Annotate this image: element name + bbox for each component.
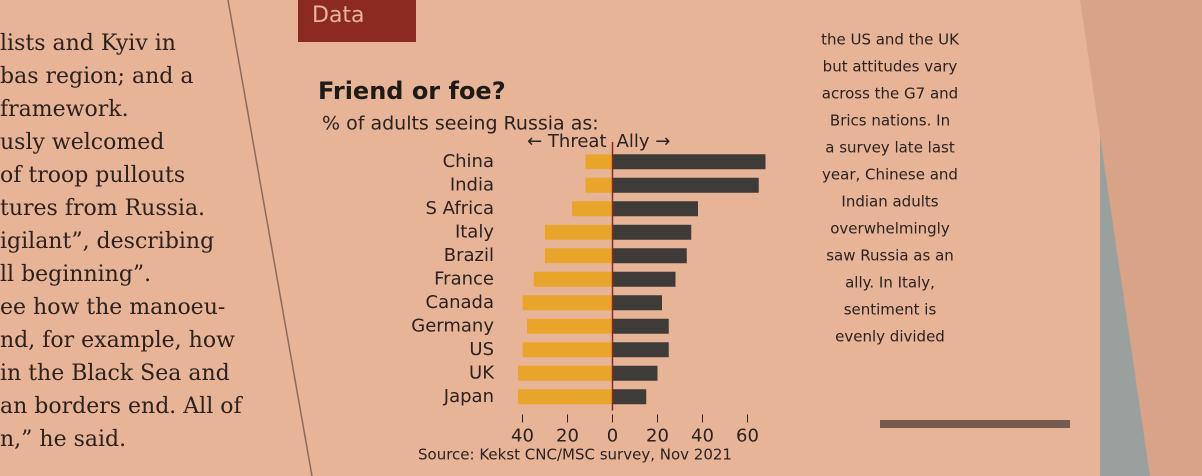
x-tick-label: 40	[511, 426, 534, 447]
side-text: but attitudes vary	[823, 58, 958, 76]
chart-subtitle: % of adults seeing Russia as:	[322, 113, 599, 135]
body-text: of troop pullouts	[0, 163, 185, 188]
side-text: the US and the UK	[821, 31, 960, 49]
category-label: Japan	[443, 386, 494, 407]
x-tick-label: 20	[646, 426, 669, 447]
column-rule	[227, 0, 313, 476]
bar	[518, 389, 613, 405]
bar	[612, 224, 692, 240]
side-text: overwhelmingly	[830, 220, 950, 238]
bar	[572, 201, 613, 217]
bar	[612, 201, 698, 217]
x-tick-label: 20	[556, 426, 579, 447]
chart-source: Source: Kekst CNC/MSC survey, Nov 2021	[418, 446, 732, 464]
x-tick-label: 60	[736, 426, 759, 447]
side-text: a survey late last	[825, 139, 955, 157]
bar	[612, 177, 759, 193]
body-text: usly welcomed	[0, 130, 164, 155]
bar	[518, 365, 613, 381]
header-label: Data	[312, 3, 365, 28]
category-label: France	[434, 268, 494, 289]
side-text: evenly divided	[835, 328, 945, 346]
body-text: in the Black Sea and	[0, 361, 230, 386]
category-label: China	[443, 151, 494, 172]
side-text: Brics nations. In	[830, 112, 950, 130]
bar	[585, 154, 613, 170]
body-text: nd, for example, how	[0, 328, 235, 353]
bar	[612, 389, 647, 405]
header-box	[298, 0, 416, 42]
bar	[522, 342, 613, 358]
bar	[612, 271, 676, 287]
bar	[527, 318, 613, 334]
dotted-rule	[880, 420, 1070, 428]
category-label: UK	[469, 362, 495, 383]
category-label: US	[469, 339, 494, 360]
legend-threat: ← Threat	[527, 131, 606, 152]
bar	[585, 177, 613, 193]
side-text: year, Chinese and	[822, 166, 958, 184]
side-text: ally. In Italy,	[845, 274, 935, 292]
bar	[612, 365, 658, 381]
body-text: tures from Russia.	[0, 196, 205, 221]
x-tick-label: 0	[607, 426, 618, 447]
body-text: ll beginning”.	[0, 262, 151, 287]
category-label: India	[450, 174, 494, 195]
page-edge	[1080, 0, 1202, 476]
body-text: n,” he said.	[0, 427, 126, 452]
body-text: an borders end. All of	[0, 394, 243, 419]
side-text: Indian adults	[841, 193, 938, 211]
body-text: framework.	[0, 97, 129, 122]
category-label: Germany	[411, 315, 494, 336]
category-label: Brazil	[444, 245, 494, 266]
bar	[612, 342, 669, 358]
bar	[612, 154, 766, 170]
side-text: sentiment is	[844, 301, 937, 319]
bar	[522, 295, 613, 311]
category-label: S Africa	[426, 198, 494, 219]
bar	[612, 318, 669, 334]
chart-title: Friend or foe?	[318, 77, 506, 105]
bar	[612, 248, 687, 264]
legend-ally: Ally →	[617, 131, 671, 152]
bar	[612, 295, 662, 311]
bar	[545, 224, 613, 240]
left-column: lists and Kyiv in bas region; and a framew…	[0, 31, 243, 452]
category-label: Canada	[426, 292, 495, 313]
bar	[545, 248, 613, 264]
side-text: across the G7 and	[822, 85, 958, 103]
x-tick-label: 40	[691, 426, 714, 447]
body-text: ee how the manoeu-	[0, 295, 225, 320]
bar	[533, 271, 613, 287]
body-text: igilant”, describing	[0, 229, 214, 254]
body-text: lists and Kyiv in	[0, 31, 176, 56]
category-label: Italy	[455, 221, 494, 242]
side-text: saw Russia as an	[826, 247, 954, 265]
body-text: bas region; and a	[0, 64, 193, 89]
right-column: the US and the UK but attitudes vary acros…	[821, 31, 960, 346]
